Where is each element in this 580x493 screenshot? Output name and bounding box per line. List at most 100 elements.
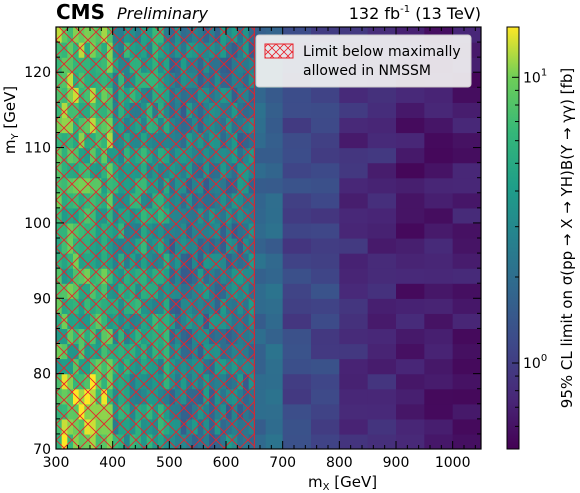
heatmap-cell — [396, 207, 425, 224]
heatmap-cell — [367, 283, 397, 299]
x-tick-label: 400 — [99, 455, 126, 471]
heatmap-cell — [424, 298, 454, 314]
heatmap-cell — [311, 132, 340, 149]
heatmap-cell — [452, 283, 481, 299]
heatmap-cell — [339, 117, 369, 134]
heatmap-cell — [254, 117, 267, 134]
heatmap-cell — [265, 328, 284, 345]
heatmap-cell — [254, 162, 267, 179]
colorbar-tick-label: 101 — [523, 67, 547, 86]
heatmap-cell — [339, 268, 369, 284]
heatmap-cell — [339, 313, 369, 330]
heatmap-cell — [396, 403, 425, 420]
heatmap-cell — [367, 177, 397, 194]
heatmap-cell — [367, 403, 397, 420]
x-tick-label: 800 — [326, 455, 353, 471]
heatmap-cell — [311, 102, 340, 119]
heatmap-cell — [282, 283, 312, 299]
heatmap-cell — [424, 222, 454, 239]
heatmap-cell — [396, 253, 425, 269]
heatmap-cell — [367, 147, 397, 164]
heatmap-cell — [254, 268, 267, 284]
heatmap-cell — [339, 328, 369, 345]
heatmap-cell — [452, 147, 481, 164]
heatmap-cell — [339, 222, 369, 239]
heatmap-cell — [282, 328, 312, 345]
heatmap-cell — [311, 268, 340, 284]
legend-text-line2: allowed in NMSSM — [303, 63, 431, 79]
heatmap-cell — [254, 87, 267, 103]
heatmap-cell — [265, 373, 284, 390]
heatmap-cell — [282, 358, 312, 375]
heatmap-cell — [396, 358, 425, 375]
heatmap-cell — [254, 373, 267, 390]
heatmap-cell — [339, 192, 369, 209]
heatmap-cell — [311, 298, 340, 314]
heatmap-cell — [311, 343, 340, 360]
heatmap-cell — [254, 102, 267, 119]
heatmap-cell — [396, 373, 425, 390]
heatmap-cell — [282, 207, 312, 224]
heatmap-cell — [367, 117, 397, 134]
heatmap-cell — [452, 222, 481, 239]
y-tick-label: 100 — [24, 216, 51, 232]
heatmap-cell — [265, 313, 284, 330]
heatmap-cell — [367, 343, 397, 360]
heatmap-cell — [367, 253, 397, 269]
heatmap-cell — [265, 222, 284, 239]
heatmap-cell — [452, 328, 481, 345]
heatmap-cell — [396, 283, 425, 299]
heatmap-cell — [339, 207, 369, 224]
heatmap-cell — [282, 388, 312, 405]
heatmap-cell — [452, 192, 481, 209]
heatmap-cell — [339, 238, 369, 254]
x-tick-label: 700 — [269, 455, 296, 471]
heatmap-cell — [265, 298, 284, 314]
heatmap-cell — [311, 222, 340, 239]
colorbar-title: 95% CL limit on σ(pp → X → YH)B(Y → γγ) … — [558, 68, 576, 408]
heatmap-cell — [424, 192, 454, 209]
heatmap-cell — [452, 132, 481, 149]
heatmap-cell — [265, 132, 284, 149]
heatmap-cell — [424, 373, 454, 390]
colorbar-tick-label: 100 — [523, 353, 547, 372]
heatmap-cell — [367, 87, 397, 103]
heatmap-cell — [452, 298, 481, 314]
heatmap-cell — [282, 238, 312, 254]
heatmap-cell — [311, 328, 340, 345]
heatmap-cell — [339, 132, 369, 149]
legend-text-line1: Limit below maximally — [303, 44, 461, 60]
heatmap-cell — [311, 388, 340, 405]
heatmap-cell — [424, 207, 454, 224]
heatmap-cell — [282, 192, 312, 209]
heatmap-cell — [396, 147, 425, 164]
heatmap-cell — [265, 177, 284, 194]
heatmap-cell — [254, 222, 267, 239]
x-axis-title: mX [GeV] — [308, 473, 377, 493]
heatmap-cell — [367, 102, 397, 119]
heatmap-cell — [254, 253, 267, 269]
heatmap-cell — [452, 418, 481, 435]
heatmap-cell — [396, 328, 425, 345]
heatmap-cell — [367, 433, 397, 449]
legend-box — [255, 34, 472, 88]
heatmap-cell — [265, 268, 284, 284]
heatmap-cell — [367, 238, 397, 254]
heatmap-cell — [424, 433, 454, 449]
heatmap-cell — [396, 102, 425, 119]
heatmap-cell — [254, 418, 267, 435]
heatmap-cell — [254, 328, 267, 345]
heatmap-cell — [265, 388, 284, 405]
heatmap-cell — [282, 403, 312, 420]
heatmap-cell — [452, 313, 481, 330]
heatmap-cell — [367, 313, 397, 330]
preliminary-label: Preliminary — [117, 4, 209, 23]
heatmap-cell — [424, 268, 454, 284]
heatmap-cell — [424, 253, 454, 269]
heatmap-cell — [311, 192, 340, 209]
heatmap-cell — [265, 162, 284, 179]
heatmap-cell — [265, 117, 284, 134]
heatmap-cell — [424, 102, 454, 119]
heatmap-cell — [452, 388, 481, 405]
heatmap-cell — [367, 222, 397, 239]
